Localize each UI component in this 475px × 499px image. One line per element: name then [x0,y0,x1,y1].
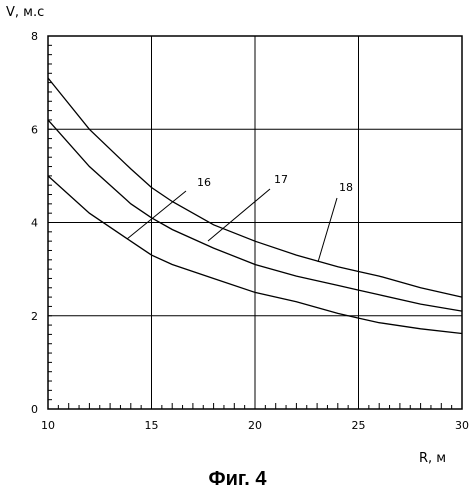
x-tick-label: 25 [352,419,366,432]
leader-line [318,198,337,262]
y-tick-label: 0 [31,403,38,416]
tick-labels: 10 15 20 25 30 0 2 4 6 8 [31,30,469,432]
y-tick-label: 4 [31,217,38,230]
curve-label: 18 [339,181,353,194]
grid [48,36,462,409]
curve-label: 16 [197,176,211,189]
x-tick-label: 20 [248,419,262,432]
x-tick-label: 10 [41,419,55,432]
leader-line [208,189,270,241]
annotations: 16 17 18 [127,173,353,262]
figure-caption: Фиг. 4 [0,468,475,491]
curve-label: 17 [274,173,288,186]
y-axis-label: V, м.с [6,5,44,20]
x-axis-label: R, м [419,451,446,466]
y-tick-label: 2 [31,310,38,323]
x-tick-label: 15 [145,419,159,432]
y-tick-label: 6 [31,123,38,136]
x-tick-label: 30 [455,419,469,432]
y-tick-label: 8 [31,30,38,43]
